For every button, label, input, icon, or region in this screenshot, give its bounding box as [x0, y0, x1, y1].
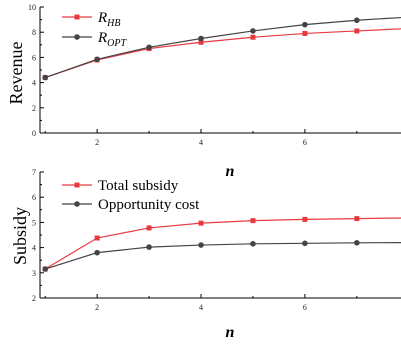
series-line: [45, 28, 401, 79]
data-point: [354, 28, 360, 34]
series-red: [42, 216, 401, 272]
y-tick-label: 0: [32, 129, 36, 138]
series-line: [44, 16, 401, 79]
legend-marker: [74, 14, 80, 20]
revenue-x-axis-label: n: [226, 163, 235, 180]
data-point: [302, 240, 308, 247]
data-point: [354, 216, 360, 222]
data-point: [94, 249, 100, 256]
data-point: [302, 21, 308, 28]
legend-label: RHB: [97, 10, 121, 29]
y-tick-label: 4: [32, 244, 36, 253]
data-point: [250, 28, 256, 34]
series-line: [45, 241, 401, 270]
series-red: [42, 28, 401, 81]
y-tick-label: 7: [32, 168, 36, 177]
legend-label: Total subsidy: [98, 178, 179, 194]
data-point: [146, 44, 152, 51]
data-point: [302, 30, 308, 36]
x-tick-label: 2: [95, 303, 99, 312]
x-tick-label: 6: [303, 138, 307, 147]
data-point: [42, 266, 48, 272]
x-tick-label: 2: [95, 138, 99, 147]
data-point: [250, 34, 256, 40]
legend-entry: RHB: [62, 10, 121, 29]
y-tick-label: 6: [32, 53, 36, 62]
data-point: [354, 240, 360, 246]
data-point: [250, 241, 256, 247]
y-tick-label: 2: [32, 104, 36, 113]
y-tick-label: 10: [28, 3, 36, 12]
data-point: [198, 220, 204, 226]
legend-label-subscript: HB: [106, 18, 120, 29]
x-tick-label: 4: [199, 138, 203, 147]
series-gray: [42, 240, 401, 272]
legend-label-main: R: [97, 30, 107, 46]
legend-label-subscript: OPT: [107, 38, 127, 49]
y-tick-label: 3: [32, 269, 36, 278]
legend-label: ROPT: [97, 30, 128, 49]
data-point: [42, 74, 48, 81]
y-tick-label: 6: [32, 193, 36, 202]
data-point: [198, 39, 204, 45]
data-point: [198, 35, 204, 42]
series-line: [44, 217, 401, 270]
data-point: [146, 244, 152, 250]
subsidy-x-axis-label: n: [226, 324, 235, 341]
legend-label: Opportunity cost: [98, 197, 200, 213]
y-tick-label: 8: [32, 28, 36, 37]
legend-marker: [74, 182, 80, 188]
data-point: [302, 216, 308, 222]
legend-marker: [74, 201, 80, 207]
legend-entry: ROPT: [62, 30, 128, 49]
data-point: [250, 218, 256, 224]
y-tick-label: 5: [32, 218, 36, 227]
data-point: [354, 17, 360, 24]
data-point: [198, 242, 204, 248]
series-gray: [42, 16, 401, 81]
x-tick-label: 4: [199, 303, 203, 312]
legend-entry: Opportunity cost: [62, 197, 200, 213]
x-tick-label: 6: [303, 303, 307, 312]
subsidy-y-axis-label: Subsidy: [10, 207, 30, 265]
data-point: [94, 235, 100, 241]
legend-entry: Total subsidy: [62, 178, 179, 194]
data-point: [146, 225, 152, 231]
legend-marker: [74, 34, 80, 40]
legend-label-main: R: [97, 10, 107, 26]
subsidy-panel: Subsidy n 2 3 4 5 6 7 2 4 6 Total subsidy Opportun…: [10, 168, 401, 341]
data-point: [94, 56, 100, 63]
y-tick-label: 2: [32, 294, 36, 303]
y-tick-label: 4: [32, 79, 36, 88]
revenue-y-axis-label: Revenue: [6, 42, 26, 105]
